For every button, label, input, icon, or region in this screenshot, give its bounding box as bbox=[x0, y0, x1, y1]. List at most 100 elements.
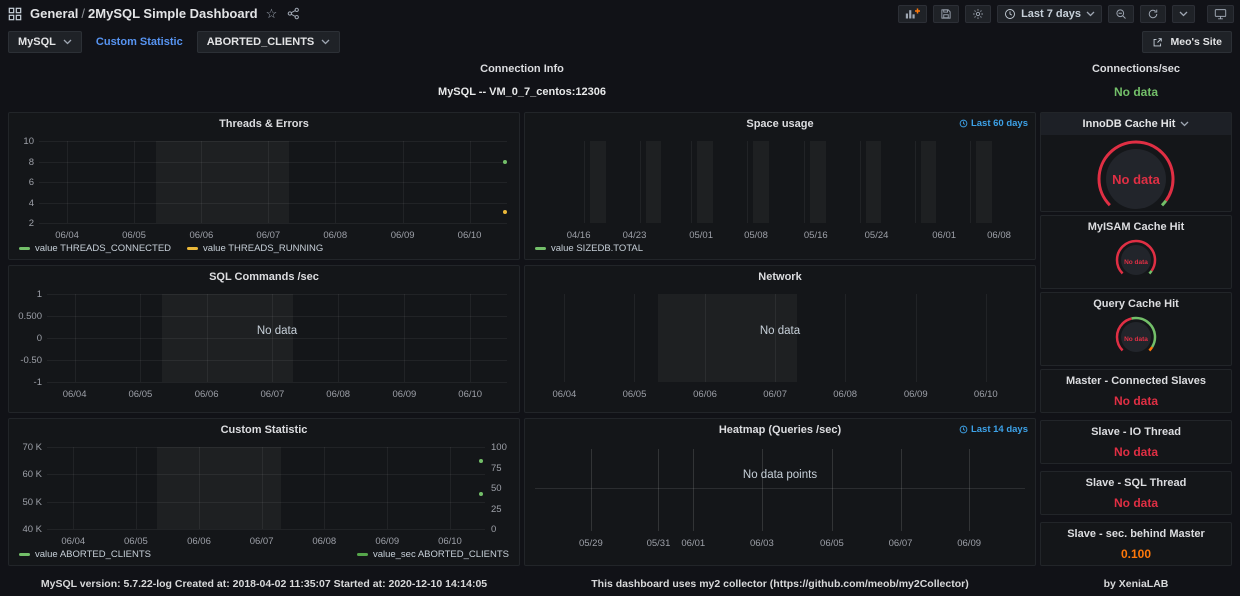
custom-statistic-link[interactable]: Custom Statistic bbox=[92, 36, 187, 48]
datasource-dropdown[interactable]: MySQL bbox=[8, 31, 82, 53]
panel-title[interactable]: SQL Commands /sec bbox=[209, 271, 319, 283]
panel-title[interactable]: Slave - sec. behind Master bbox=[1067, 528, 1205, 540]
x-axis-tick-label: 06/05 bbox=[820, 538, 844, 549]
external-link-icon bbox=[1154, 37, 1163, 46]
gridline bbox=[845, 294, 847, 382]
share-icon[interactable] bbox=[285, 7, 302, 20]
gauge-no-data-label: No data bbox=[1124, 336, 1148, 343]
panel-title[interactable]: Connection Info bbox=[480, 63, 564, 75]
x-axis-tick-label: 04/16 bbox=[566, 230, 591, 241]
time-picker-button[interactable]: Last 7 days bbox=[997, 4, 1102, 23]
gridline bbox=[564, 294, 566, 382]
x-axis-tick-label: 06/07 bbox=[256, 230, 281, 241]
datasource-label: MySQL bbox=[18, 36, 56, 48]
panel-threads-errors: Threads & Errors 10 8 6 4 2 06/04 06/05 06/06 06… bbox=[8, 112, 520, 260]
zoom-out-time-button[interactable] bbox=[1108, 4, 1134, 23]
gridline bbox=[324, 447, 326, 529]
gridline bbox=[39, 161, 507, 163]
clock-icon bbox=[959, 425, 968, 434]
gridline bbox=[900, 449, 902, 531]
meos-site-link[interactable]: Meo's Site bbox=[1142, 31, 1232, 53]
panel-network: Network 06/04 06/05 06/06 06/07 06/08 06/09 06… bbox=[524, 265, 1036, 413]
panel-title[interactable]: Connections/sec bbox=[1091, 63, 1181, 75]
x-axis-tick-label: 06/09 bbox=[903, 389, 928, 400]
legend-item[interactable]: value ABORTED_CLIENTS bbox=[19, 549, 151, 560]
time-range-override[interactable]: Last 14 days bbox=[959, 424, 1028, 435]
panel-connections-sec: Connections/sec No data bbox=[1040, 58, 1232, 108]
x-axis-tick-label: 06/08 bbox=[323, 230, 348, 241]
add-panel-button[interactable] bbox=[898, 4, 928, 23]
dashboard-submenu: MySQL Custom Statistic ABORTED_CLIENTS M… bbox=[8, 30, 1232, 54]
x-axis-tick-label: 05/24 bbox=[864, 230, 889, 241]
panel-title[interactable]: Space usage bbox=[746, 118, 814, 130]
no-data-message: No data bbox=[256, 324, 298, 337]
legend-series-label: value SIZEDB.TOTAL bbox=[551, 243, 644, 254]
chevron-down-icon bbox=[1086, 11, 1095, 16]
panel-heatmap: Heatmap (Queries /sec) Last 14 days 05/2… bbox=[524, 418, 1036, 566]
panel-title[interactable]: Slave - SQL Thread bbox=[1085, 477, 1187, 489]
dashboard-settings-button[interactable] bbox=[965, 4, 992, 23]
x-axis-tick-label: 05/01 bbox=[689, 230, 713, 241]
breadcrumb-dashboard-title[interactable]: 2MySQL Simple Dashboard bbox=[88, 6, 258, 21]
x-axis-tick-label: 06/05 bbox=[622, 389, 647, 400]
save-dashboard-button[interactable] bbox=[933, 4, 960, 23]
panel-slave-sql-thread: Slave - SQL Thread No data bbox=[1040, 471, 1232, 515]
series-data-point bbox=[502, 210, 507, 215]
gridline bbox=[47, 474, 485, 476]
panel-title[interactable]: Slave - IO Thread bbox=[1091, 426, 1181, 438]
no-data-message: No data points bbox=[742, 469, 818, 482]
y-axis-tick-label: 10 bbox=[23, 136, 34, 147]
gridline bbox=[590, 449, 592, 531]
x-axis-tick-label: 06/06 bbox=[189, 230, 214, 241]
time-range-override[interactable]: Last 60 days bbox=[959, 118, 1028, 129]
legend-item[interactable]: value_sec ABORTED_CLIENTS bbox=[356, 549, 509, 560]
panel-title[interactable]: Master - Connected Slaves bbox=[1066, 375, 1206, 387]
gridline bbox=[584, 141, 585, 223]
gridline bbox=[73, 447, 75, 529]
gridline bbox=[134, 141, 135, 223]
refresh-button[interactable] bbox=[1140, 4, 1166, 23]
panel-title[interactable]: MyISAM Cache Hit bbox=[1087, 221, 1185, 233]
query-cache-gauge: No data bbox=[1041, 311, 1231, 365]
metric-dropdown[interactable]: ABORTED_CLIENTS bbox=[196, 31, 341, 53]
y-axis-tick-label: 6 bbox=[28, 177, 34, 188]
top-navbar: General / 2MySQL Simple Dashboard ☆ Last… bbox=[0, 0, 1240, 24]
panel-title[interactable]: Threads & Errors bbox=[219, 118, 309, 130]
breadcrumb-section[interactable]: General bbox=[30, 6, 79, 21]
panel-title[interactable]: Network bbox=[758, 271, 802, 283]
legend-item[interactable]: value THREADS_RUNNING bbox=[187, 243, 323, 254]
refresh-interval-dropdown[interactable] bbox=[1172, 4, 1195, 23]
legend-series-label: value THREADS_RUNNING bbox=[203, 243, 324, 254]
y-axis-tick-label: 4 bbox=[28, 197, 34, 209]
x-axis-tick-label: 06/10 bbox=[458, 389, 483, 400]
y-axis-tick-label: 0.500 bbox=[18, 311, 42, 322]
apps-grid-icon[interactable] bbox=[6, 7, 24, 21]
y-axis-tick-label: 70 K bbox=[22, 442, 42, 453]
x-axis-tick-label: 06/07 bbox=[763, 389, 787, 400]
x-axis-tick-label: 06/05 bbox=[122, 230, 146, 241]
stat-value: No data bbox=[1113, 445, 1158, 459]
y-axis-tick-label: 40 K bbox=[22, 524, 42, 535]
kiosk-mode-button[interactable] bbox=[1207, 4, 1234, 23]
x-axis-tick-label: 06/05 bbox=[124, 536, 148, 547]
gridline bbox=[206, 294, 208, 382]
star-icon[interactable]: ☆ bbox=[265, 5, 278, 21]
x-axis-tick-label: 06/10 bbox=[438, 536, 462, 547]
gridline bbox=[47, 338, 507, 339]
legend-item[interactable]: value THREADS_CONNECTED bbox=[19, 243, 171, 254]
time-region-band bbox=[645, 141, 662, 223]
x-axis-tick-label: 06/08 bbox=[833, 389, 858, 400]
y-axis-tick-label: -0.50 bbox=[20, 355, 42, 366]
panel-title[interactable]: Query Cache Hit bbox=[1093, 298, 1179, 310]
gridline bbox=[831, 449, 833, 531]
panel-title[interactable]: Custom Statistic bbox=[220, 424, 308, 436]
panel-title[interactable]: Heatmap (Queries /sec) bbox=[718, 424, 842, 436]
legend-item[interactable]: value SIZEDB.TOTAL bbox=[535, 243, 643, 254]
time-region-band bbox=[697, 141, 714, 223]
x-axis-tick-label: 06/08 bbox=[987, 230, 1011, 241]
gridline bbox=[470, 294, 472, 382]
gridline bbox=[198, 447, 200, 529]
legend-series-color bbox=[19, 247, 30, 250]
chart-legend: value THREADS_CONNECTED value THREADS_RUN… bbox=[19, 243, 323, 254]
panel-header[interactable]: InnoDB Cache Hit bbox=[1041, 113, 1231, 135]
